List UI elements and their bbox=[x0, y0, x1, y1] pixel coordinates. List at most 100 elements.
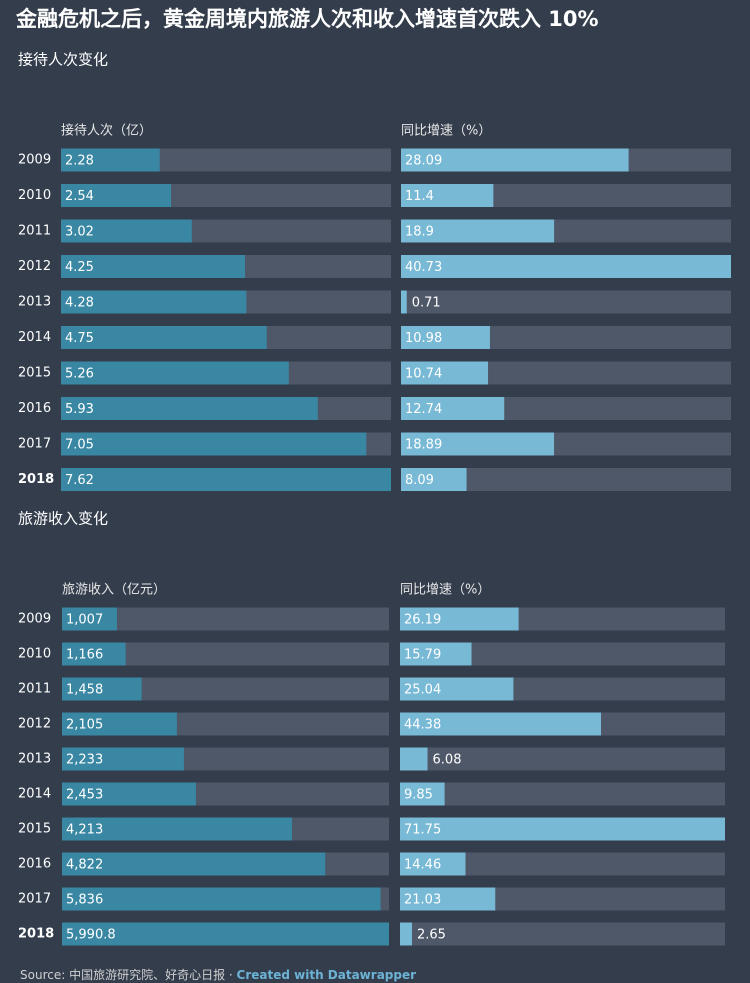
value-label: 18.89 bbox=[405, 438, 442, 453]
bar bbox=[400, 607, 519, 631]
column-header: 同比增速（%） bbox=[400, 583, 490, 598]
category-label: 2016 bbox=[18, 401, 51, 416]
bar bbox=[400, 712, 602, 736]
category-label: 2018 bbox=[18, 927, 54, 942]
credit: Created with Datawrapper bbox=[237, 968, 417, 982]
bar bbox=[62, 852, 326, 876]
bar bbox=[62, 782, 196, 806]
value-label: 4.25 bbox=[65, 260, 94, 275]
bar-track bbox=[62, 607, 389, 631]
value-label: 4,213 bbox=[66, 823, 103, 838]
value-label: 2,105 bbox=[66, 718, 103, 733]
bar bbox=[61, 219, 192, 243]
bar bbox=[401, 184, 494, 207]
value-label: 5.93 bbox=[65, 402, 94, 417]
value-label: 2,453 bbox=[66, 788, 103, 803]
bar-track bbox=[400, 782, 725, 806]
bar bbox=[401, 148, 629, 172]
category-label: 2010 bbox=[18, 647, 51, 662]
bar bbox=[62, 712, 177, 736]
value-label: 12.74 bbox=[405, 402, 442, 417]
title: 金融危机之后，黄金周境内旅游人次和收入增速首次跌入 10% bbox=[15, 7, 599, 31]
category-label: 2011 bbox=[18, 224, 51, 239]
bar bbox=[401, 219, 555, 243]
value-label: 0.71 bbox=[412, 296, 441, 311]
bar bbox=[400, 747, 428, 771]
bar-track bbox=[400, 642, 725, 666]
bar bbox=[62, 642, 126, 666]
bar bbox=[62, 817, 292, 841]
bar-track bbox=[400, 747, 725, 771]
value-label: 7.62 bbox=[65, 473, 94, 488]
category-label: 2013 bbox=[18, 752, 51, 767]
category-label: 2017 bbox=[18, 437, 51, 452]
bar bbox=[401, 397, 505, 420]
bar bbox=[62, 747, 184, 771]
value-label: 2.54 bbox=[65, 189, 94, 204]
bar bbox=[61, 148, 160, 172]
bar bbox=[61, 397, 318, 420]
value-label: 15.79 bbox=[404, 648, 441, 663]
source: Source: 中国旅游研究院、好奇心日报 · Created with Dat… bbox=[20, 967, 416, 982]
category-label: 2018 bbox=[18, 472, 54, 487]
value-label: 10.74 bbox=[405, 367, 442, 382]
bar bbox=[400, 782, 445, 806]
bar bbox=[400, 852, 466, 876]
category-label: 2012 bbox=[18, 717, 51, 732]
category-label: 2013 bbox=[18, 295, 51, 310]
bar bbox=[400, 887, 496, 911]
bar-track bbox=[62, 642, 389, 666]
bar bbox=[62, 607, 117, 631]
category-label: 2009 bbox=[18, 612, 51, 627]
value-label: 7.05 bbox=[65, 438, 94, 453]
value-label: 2.28 bbox=[65, 154, 94, 169]
bar bbox=[401, 361, 489, 385]
bar bbox=[61, 432, 367, 456]
bar bbox=[400, 642, 472, 666]
value-label: 28.09 bbox=[405, 154, 442, 169]
value-label: 2,233 bbox=[66, 753, 103, 768]
category-label: 2016 bbox=[18, 857, 51, 872]
value-label: 1,007 bbox=[66, 613, 103, 628]
value-label: 5.26 bbox=[65, 367, 94, 382]
bar bbox=[62, 922, 389, 946]
bar bbox=[62, 887, 381, 911]
value-label: 2.65 bbox=[417, 928, 446, 943]
value-label: 1,166 bbox=[66, 648, 103, 663]
column-header: 接待人次（亿） bbox=[61, 123, 152, 139]
value-label: 25.04 bbox=[404, 683, 441, 698]
column-header: 同比增速（%） bbox=[401, 124, 491, 139]
bar bbox=[400, 677, 514, 701]
value-label: 9.85 bbox=[404, 788, 433, 803]
bar-track bbox=[62, 677, 389, 701]
value-label: 1,458 bbox=[66, 683, 103, 698]
value-label: 10.98 bbox=[405, 331, 442, 346]
bar bbox=[62, 677, 142, 701]
category-label: 2014 bbox=[18, 787, 51, 802]
value-label: 26.19 bbox=[404, 613, 441, 628]
bar bbox=[61, 255, 246, 278]
value-label: 5,990.8 bbox=[66, 928, 116, 943]
bar bbox=[401, 255, 731, 278]
value-label: 40.73 bbox=[405, 260, 442, 275]
category-label: 2015 bbox=[18, 366, 51, 381]
category-label: 2014 bbox=[18, 330, 51, 345]
value-label: 4,822 bbox=[66, 858, 103, 873]
bar bbox=[61, 184, 171, 207]
value-label: 18.9 bbox=[405, 225, 434, 240]
value-label: 3.02 bbox=[65, 225, 94, 240]
value-label: 11.4 bbox=[405, 189, 434, 204]
chart-subtitle: 接待人次变化 bbox=[18, 51, 108, 69]
category-label: 2017 bbox=[18, 892, 51, 907]
category-label: 2015 bbox=[18, 822, 51, 837]
bar bbox=[401, 290, 407, 314]
column-header: 旅游收入（亿元） bbox=[62, 583, 166, 598]
bar bbox=[400, 817, 725, 841]
category-label: 2010 bbox=[18, 188, 51, 203]
bar bbox=[400, 922, 413, 946]
category-label: 2009 bbox=[18, 153, 51, 168]
value-label: 21.03 bbox=[404, 893, 441, 908]
value-label: 5,836 bbox=[66, 893, 103, 908]
chart-subtitle: 旅游收入变化 bbox=[18, 510, 108, 528]
